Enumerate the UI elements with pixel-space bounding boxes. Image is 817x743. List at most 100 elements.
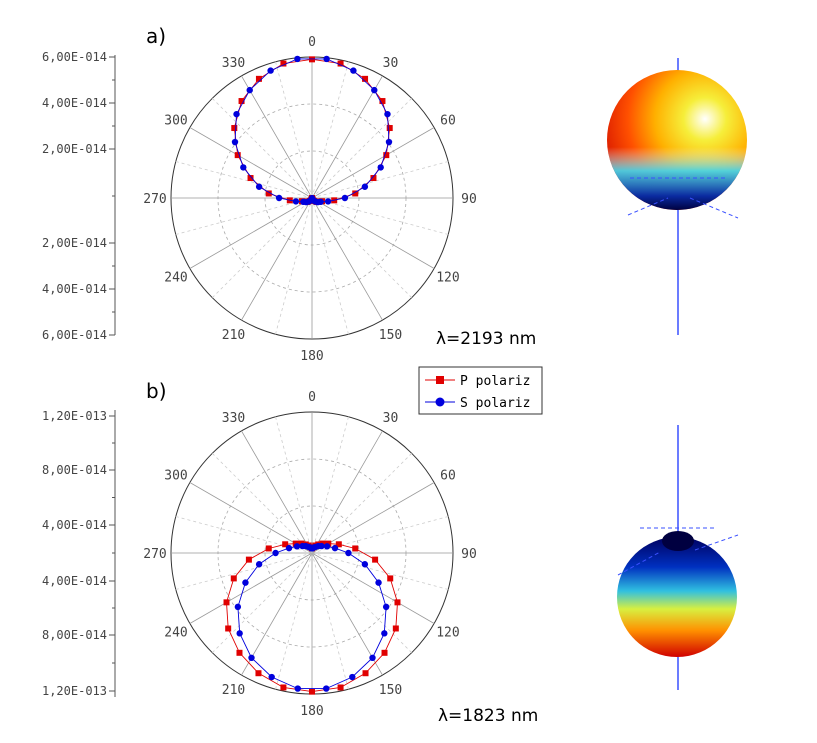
angle-label: 0 <box>308 390 316 405</box>
data-point <box>382 603 390 611</box>
axis-tick-label: 2,00E-014 <box>42 142 107 156</box>
angle-label: 120 <box>436 626 459 641</box>
axis-tick-label: 4,00E-014 <box>42 282 107 296</box>
data-point <box>272 549 279 557</box>
grid-spoke <box>311 453 412 554</box>
y-axis-a-left <box>627 197 669 216</box>
data-point <box>352 190 359 197</box>
angle-label: 240 <box>164 626 187 641</box>
radial-axis-a: 6,00E-014 4,00E-014 2,00E-014 2,00E-014 4,00… <box>42 50 116 342</box>
axis-tick-label: 8,00E-014 <box>42 463 107 477</box>
angle-label: 180 <box>300 349 323 364</box>
angle-label: 210 <box>222 683 245 698</box>
grid-spoke <box>189 127 313 199</box>
grid-spoke <box>241 430 313 554</box>
wavelength-label-b: λ=1823 nm <box>438 706 538 726</box>
angle-label: 300 <box>164 469 187 484</box>
axis-tick-label: 4,00E-014 <box>42 574 107 588</box>
data-point <box>285 544 293 552</box>
data-point <box>231 125 238 132</box>
data-point <box>350 67 357 74</box>
data-point <box>337 60 344 67</box>
grid-spoke <box>311 127 435 199</box>
grid-spoke <box>311 75 383 199</box>
polar-series-a <box>231 55 393 206</box>
grid-spoke <box>311 98 412 199</box>
data-point <box>292 198 300 205</box>
grid-spoke <box>311 61 349 199</box>
data-point <box>255 670 262 677</box>
data-point <box>385 138 393 146</box>
polar-chart-a: a) 6,00E-014 4,00E-014 2,00E-014 2,00E-014 4… <box>42 24 536 364</box>
data-point <box>335 541 342 548</box>
data-point <box>255 75 262 82</box>
data-point <box>372 556 379 563</box>
grid-spoke <box>311 552 383 676</box>
data-point <box>362 670 369 677</box>
data-point <box>379 98 386 105</box>
angle-label: 60 <box>440 114 456 129</box>
data-point <box>265 545 272 552</box>
angle-label: 180 <box>300 704 323 719</box>
grid-spoke <box>311 197 412 298</box>
data-point <box>387 575 394 582</box>
data-point <box>394 599 401 606</box>
legend: P polariz S polariz <box>418 366 543 415</box>
y-axis-b-right <box>694 534 739 551</box>
legend-s-label: S polariz <box>460 396 530 411</box>
data-point <box>294 685 301 692</box>
grid-spoke <box>212 197 313 298</box>
data-point <box>371 86 378 94</box>
data-point <box>293 543 301 550</box>
data-point <box>233 110 240 118</box>
grid-spoke <box>275 552 313 690</box>
data-point <box>255 561 263 568</box>
grid-spoke <box>311 197 435 269</box>
axis-tick-label: 4,00E-014 <box>42 96 107 110</box>
polar-chart-b: b) 1,20E-013 8,00E-014 4,00E-014 4,00E-014 8… <box>42 379 538 726</box>
data-point <box>386 125 393 132</box>
grid-spoke <box>311 197 349 335</box>
data-point <box>275 194 283 202</box>
data-point <box>369 654 376 662</box>
data-point <box>323 543 331 550</box>
angle-label: 150 <box>379 328 402 343</box>
data-point <box>341 194 349 202</box>
data-point <box>324 198 332 205</box>
data-point <box>238 98 245 105</box>
grid-spoke <box>241 75 313 199</box>
data-point <box>247 175 254 182</box>
angle-label: 300 <box>164 114 187 129</box>
angle-labels-a: 0 30 60 90 120 150 180 210 240 270 300 330 <box>143 35 477 364</box>
grid-spoke <box>175 197 313 235</box>
radiation-pattern-3d-a <box>607 58 747 335</box>
angle-label: 270 <box>143 547 166 562</box>
data-point <box>294 55 301 63</box>
data-point <box>349 673 356 681</box>
angle-label: 90 <box>461 547 477 562</box>
data-point <box>384 110 391 118</box>
data-point <box>392 625 399 632</box>
axis-tick-label: 6,00E-014 <box>42 328 107 342</box>
grid-spoke <box>275 416 313 554</box>
panel-label-b: b) <box>146 379 167 403</box>
polar-series-b <box>223 540 401 695</box>
axis-tick-label: 4,00E-014 <box>42 518 107 532</box>
data-point <box>280 684 287 691</box>
data-point <box>248 654 255 662</box>
legend-s-marker <box>435 397 445 407</box>
data-point <box>352 545 359 552</box>
data-point <box>375 579 382 586</box>
data-point <box>370 175 377 182</box>
grid-spoke <box>311 552 435 624</box>
data-point <box>234 603 242 611</box>
data-point <box>240 164 247 171</box>
data-point <box>323 55 330 63</box>
data-point <box>361 183 369 190</box>
angle-label: 150 <box>379 683 402 698</box>
angle-label: 330 <box>222 56 245 71</box>
data-point <box>383 152 390 159</box>
grid-spoke <box>241 197 313 321</box>
wavelength-label-a: λ=2193 nm <box>436 329 536 349</box>
